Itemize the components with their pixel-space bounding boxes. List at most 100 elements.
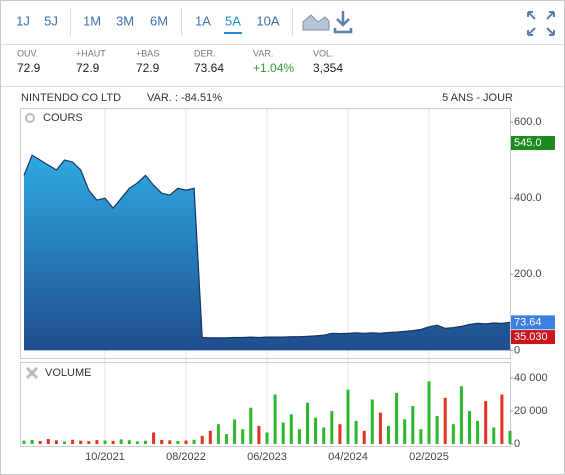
fullscreen-icon[interactable]	[527, 11, 555, 36]
volume-bar	[63, 441, 66, 445]
price-line	[23, 154, 511, 339]
volume-bar	[403, 419, 407, 445]
stat-value: 72.9	[17, 61, 41, 75]
volume-bar	[135, 441, 139, 445]
volume-bar	[176, 441, 180, 445]
volume-bar	[459, 386, 463, 445]
price-badge-label: 35.030	[514, 331, 548, 343]
period-button[interactable]: 5J	[44, 13, 58, 28]
volume-bar	[492, 427, 496, 445]
volume-bar	[354, 420, 358, 445]
volume-bar	[216, 424, 220, 445]
chart-subtitle: VAR. : -84.51%	[147, 92, 222, 104]
volume-bar	[265, 432, 269, 445]
price-badge	[511, 315, 555, 330]
volume-bar	[484, 401, 488, 445]
volume-bar	[362, 430, 366, 445]
volume-bar	[330, 411, 334, 445]
volume-bar	[378, 412, 382, 445]
volume-bar	[395, 392, 399, 445]
volume-bar	[184, 440, 188, 445]
volume-panel	[20, 362, 511, 447]
stat-label: OUV.	[17, 48, 38, 58]
volume-bar	[419, 429, 423, 445]
period-button[interactable]: 6M	[150, 13, 168, 28]
volume-bar	[241, 429, 245, 445]
volume-bar	[22, 440, 26, 445]
price-badge	[511, 136, 555, 151]
volume-bar	[233, 419, 237, 445]
volume-bar	[476, 420, 480, 445]
price-panel-label: COURS	[43, 112, 83, 124]
x-tick-label: 04/2024	[328, 451, 368, 463]
y-tick-label: 600.0	[514, 116, 542, 128]
y-tick-label: 40 000	[514, 372, 548, 384]
y-tick-label: 20 000	[514, 405, 548, 417]
stat-value: 72.9	[136, 61, 160, 75]
y-tick-label: 0	[514, 438, 520, 450]
volume-bar	[103, 440, 107, 445]
volume-bar	[500, 394, 504, 445]
price-panel	[20, 108, 511, 359]
stat-value: +1.04%	[253, 61, 294, 75]
volume-bar	[208, 430, 212, 445]
period-button[interactable]: 1A	[195, 13, 211, 28]
volume-bar	[192, 439, 196, 445]
volume-bar	[46, 439, 50, 445]
volume-bar	[338, 424, 342, 445]
y-tick-label: 400.0	[514, 192, 542, 204]
volume-bar	[144, 440, 147, 445]
volume-bar	[54, 440, 58, 445]
volume-bar	[160, 439, 164, 445]
chart-type-icon[interactable]	[302, 14, 330, 31]
x-tick-label: 06/2023	[247, 451, 287, 463]
download-icon[interactable]	[333, 11, 353, 34]
stat-value: 73.64	[194, 61, 224, 75]
y-tick-label: 0	[514, 344, 520, 356]
volume-bar	[387, 425, 390, 445]
volume-bar	[79, 440, 83, 445]
volume-bar	[314, 417, 318, 445]
x-tick-label: 10/2021	[85, 451, 125, 463]
volume-bar	[411, 406, 415, 445]
volume-bar	[289, 414, 293, 445]
volume-bar	[111, 440, 115, 445]
volume-bar	[370, 399, 374, 445]
volume-bar	[508, 430, 512, 445]
volume-bar	[168, 440, 172, 445]
period-button[interactable]: 10A	[256, 13, 279, 28]
volume-bar	[427, 381, 431, 445]
volume-bar	[322, 427, 326, 445]
y-tick-label: 200.0	[514, 268, 542, 280]
volume-bar	[257, 425, 261, 445]
volume-bar	[95, 440, 99, 445]
volume-bar	[443, 397, 447, 445]
period-button[interactable]: 1J	[16, 13, 30, 28]
volume-bar	[273, 394, 277, 445]
price-area	[24, 155, 510, 351]
volume-bar	[200, 435, 204, 445]
stat-label: +BAS	[136, 48, 159, 58]
volume-bar	[435, 415, 439, 445]
volume-bar	[297, 429, 301, 445]
settings-icon[interactable]	[25, 113, 35, 123]
x-tick-label: 02/2025	[409, 451, 449, 463]
period-button[interactable]: 3M	[116, 13, 134, 28]
volume-bar	[87, 441, 91, 445]
volume-bar	[468, 411, 471, 445]
stat-label: VOL.	[313, 48, 334, 58]
period-button[interactable]: 1M	[83, 13, 101, 28]
volume-bar	[127, 440, 131, 445]
stat-value: 3,354	[313, 61, 343, 75]
volume-bar	[38, 441, 42, 445]
volume-bar	[71, 439, 75, 445]
stat-label: VAR.	[253, 48, 273, 58]
period-button[interactable]: 5A	[225, 13, 241, 28]
x-tick-label: 08/2022	[166, 451, 206, 463]
stat-label: DER.	[194, 48, 216, 58]
volume-panel-label: VOLUME	[45, 367, 91, 379]
volume-bar	[451, 424, 455, 445]
close-icon[interactable]	[25, 366, 39, 380]
volume-bar	[225, 434, 228, 445]
